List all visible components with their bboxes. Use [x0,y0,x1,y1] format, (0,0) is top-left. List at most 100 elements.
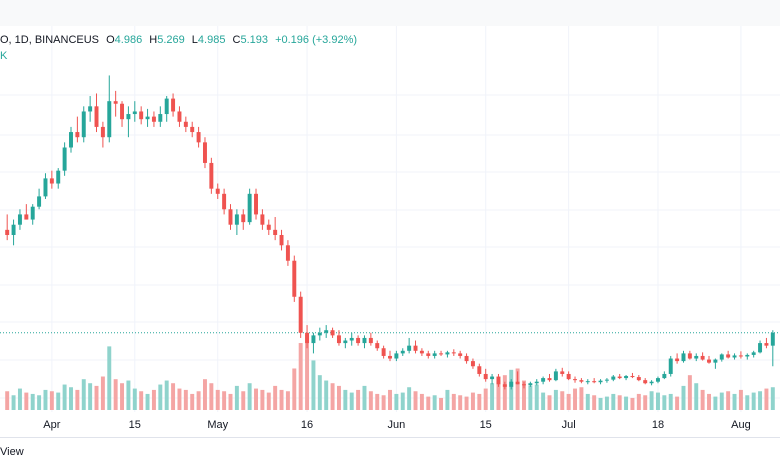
candle-body [273,229,278,235]
volume-bar [522,380,526,410]
close-label: C [232,34,241,46]
open-label: O [106,34,115,46]
candle [636,375,641,382]
volume-bar [375,393,380,410]
indicator-legend: K [0,50,8,62]
candle [553,368,558,382]
candle-body [279,235,284,246]
candle-body [196,132,201,143]
candle [522,381,526,389]
candle-body [222,193,227,210]
volume-bar [598,397,603,410]
candle-body [24,214,29,220]
volume-bar [439,397,444,410]
x-tick-label: 18 [652,419,664,431]
candle-body [158,114,163,122]
footer-text: View [0,446,24,458]
candle [324,325,329,338]
volume-bar [407,387,412,410]
candle [139,106,144,125]
volume-bar [62,384,67,410]
candle [726,350,731,359]
volume-bar [617,395,622,410]
candle [604,378,609,383]
candle [241,209,246,230]
candle [713,358,718,369]
volume-bar [770,387,775,410]
candle [560,367,565,377]
candle-body [151,116,156,122]
candle [483,368,488,382]
volume-bar [234,385,239,410]
volume-bar [604,396,609,410]
symbol-label: O, 1D, BINANCEUS [0,34,100,46]
candle [649,380,654,386]
candle [292,255,297,302]
candle-body [668,358,673,374]
volume-bar [330,383,335,410]
volume-bar [196,391,201,410]
candle-body [477,366,482,374]
candle [158,106,163,127]
candle-body [490,376,495,380]
candle-body [62,147,67,171]
footer-divider [0,437,780,438]
candle-body [464,355,469,362]
volume-bar [254,388,258,410]
volume-bar [547,395,552,410]
candle [37,188,42,210]
candle-body [707,359,711,363]
candle-body [324,330,329,333]
candle [305,325,310,349]
volume-bar [49,391,54,410]
candle [49,170,54,189]
candle [745,353,750,360]
candle-body [719,354,724,360]
volume-bar [707,393,711,410]
candle [120,101,125,127]
volume-bar [362,385,367,410]
candle-body [285,245,290,261]
candle [432,350,437,359]
candle-body [400,350,405,354]
volume-bar [5,391,10,410]
candle [11,219,16,246]
change-value: +0.196 (+3.92%) [275,34,358,46]
volume-bar [502,375,507,410]
candle [751,350,756,358]
candle-body [177,111,182,122]
candle-body [458,353,463,356]
volume-bar [88,383,93,410]
candle-body [675,358,680,362]
candle [579,378,584,384]
candle [17,209,22,230]
volume-bar [317,375,322,410]
candle [419,348,424,356]
candle [770,330,775,367]
volume-bar [719,392,724,410]
candle [687,350,692,360]
x-tick-label: Jun [388,419,406,431]
candle [311,332,316,354]
candle-body [407,345,412,351]
volume-bar [75,389,80,410]
candle [126,106,131,138]
candle-body [598,380,603,383]
volume-bar [394,393,399,410]
candle [228,204,233,230]
volume-bar [662,395,667,410]
candle [451,349,456,356]
volume-bar [496,380,501,410]
candle [343,337,348,349]
candle-body [681,353,686,362]
x-tick-label: 15 [480,419,492,431]
volume-bar [490,383,495,410]
candle-body [483,373,488,380]
candle-body [445,352,450,355]
volume-bar [113,379,118,410]
candle-body [215,188,220,194]
candle-body [700,355,705,360]
volume-bar [69,387,73,410]
volume-bar [483,388,488,410]
